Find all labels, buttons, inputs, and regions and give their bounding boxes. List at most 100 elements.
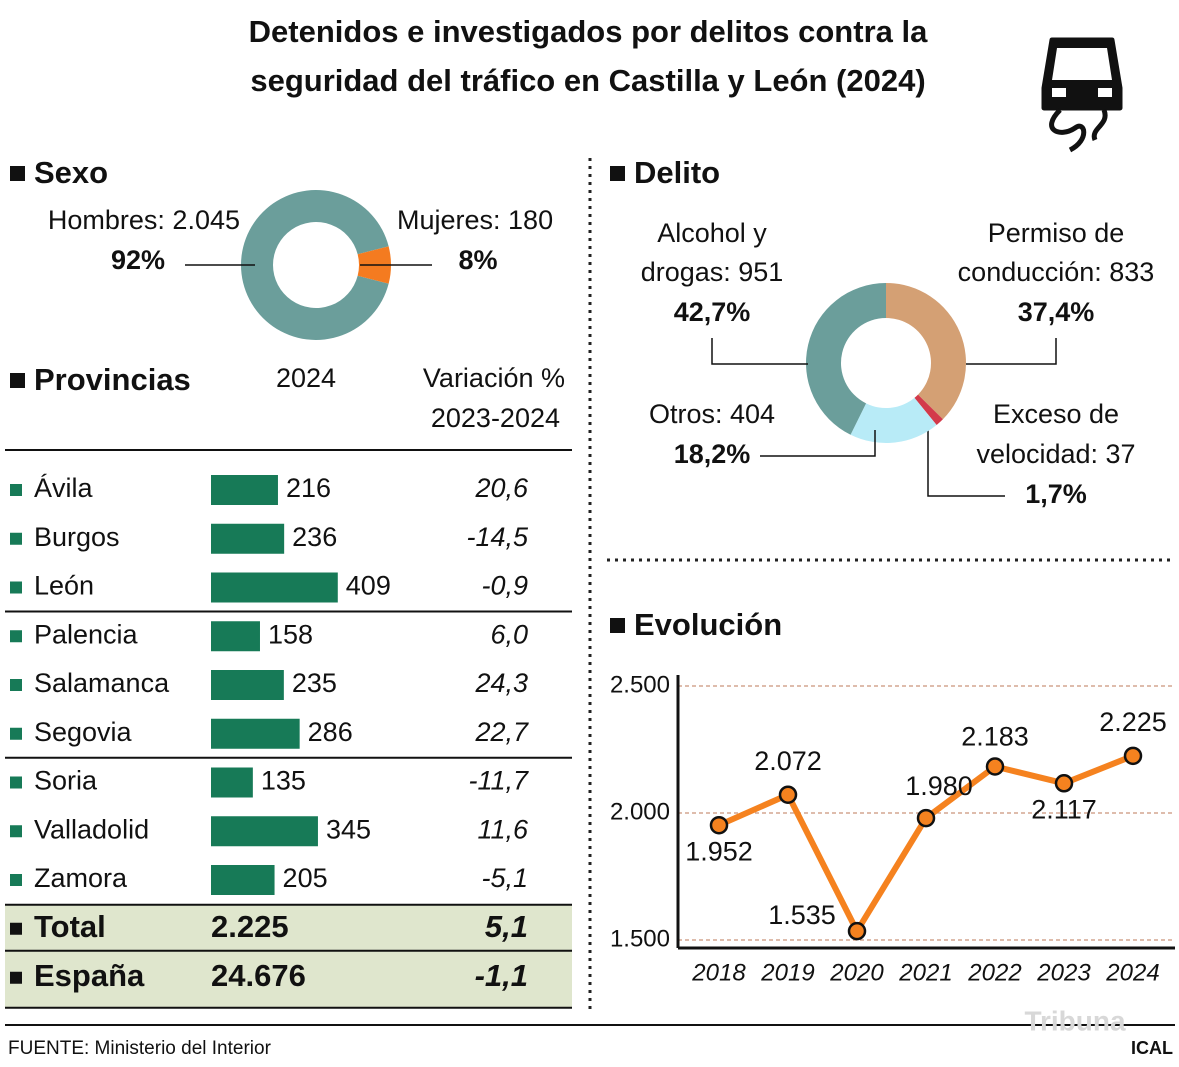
variation: 24,3: [474, 668, 528, 698]
leader-line: [760, 430, 876, 457]
slice-percent: 92%: [111, 245, 165, 275]
province-name: Segovia: [34, 717, 133, 747]
donut-slice: [914, 394, 943, 425]
bar: [211, 475, 278, 505]
bar: [211, 670, 284, 700]
totals-band: [5, 904, 572, 1008]
total-name: Total: [34, 909, 106, 944]
bar: [211, 718, 300, 749]
bar-label: 236: [292, 522, 337, 552]
slice-label: velocidad: 37: [976, 439, 1135, 469]
slice-percent: 8%: [458, 245, 497, 275]
car-icon: [1041, 37, 1123, 153]
variation: 22,7: [474, 717, 529, 747]
bullet: [10, 776, 22, 789]
total-value: 24.676: [211, 958, 306, 993]
x-tick-label: 2019: [760, 959, 814, 986]
source: FUENTE: Ministerio del Interior: [8, 1038, 272, 1059]
variation: -0,9: [481, 571, 528, 601]
total-variation: -1,1: [475, 958, 528, 993]
point: [1054, 774, 1074, 793]
x-tick-label: 2023: [1036, 959, 1091, 986]
bar: [211, 572, 338, 603]
title-line: Detenidos e investigados por delitos con…: [249, 14, 928, 49]
province-name: Soria: [34, 766, 98, 796]
x-tick-label: 2022: [967, 959, 1021, 986]
total-name: España: [34, 958, 145, 993]
data-label: 2.183: [961, 722, 1029, 752]
province-name: Salamanca: [34, 668, 170, 698]
bullet: [10, 971, 22, 984]
point: [916, 808, 936, 828]
bullet: [10, 825, 22, 838]
y-tick-label: 1.500: [610, 925, 670, 952]
data-label: 2.225: [1099, 707, 1167, 737]
column-header: Variación %: [423, 363, 565, 393]
data-label: 2.117: [1031, 794, 1097, 824]
x-tick-label: 2024: [1105, 959, 1159, 986]
bar-label: 409: [346, 571, 391, 601]
slice-percent: 37,4%: [1018, 297, 1095, 327]
x-tick-label: 2018: [691, 959, 746, 986]
bar-label: 345: [326, 814, 371, 844]
point: [778, 785, 798, 804]
donut-slice: [850, 397, 937, 443]
bullet: [10, 630, 22, 643]
point: [1123, 746, 1143, 766]
bar-label: 135: [261, 766, 306, 796]
variation: -14,5: [466, 522, 529, 552]
bar-label: 158: [268, 619, 313, 649]
province-name: Palencia: [34, 619, 139, 649]
bar: [211, 767, 253, 798]
bar: [211, 523, 285, 554]
bullet: [10, 581, 22, 594]
column-header: 2023-2024: [431, 403, 560, 433]
y-tick-label: 2.000: [610, 798, 670, 825]
data-label: 2.072: [754, 746, 822, 776]
section-title: Sexo: [34, 155, 108, 190]
point: [709, 815, 729, 835]
variation: -5,1: [481, 863, 528, 893]
bullet: [10, 727, 22, 740]
donut-slice: [241, 190, 389, 340]
x-tick-label: 2021: [898, 959, 952, 986]
bar: [211, 816, 318, 847]
slice-percent: 1,7%: [1025, 479, 1087, 509]
slice-label: Hombres: 2.045: [48, 205, 240, 235]
donut-slice: [806, 283, 886, 435]
province-name: León: [34, 571, 94, 601]
bar-label: 205: [283, 863, 328, 893]
total-variation: 5,1: [485, 909, 528, 944]
bar-label: 216: [286, 473, 331, 503]
section-title: Delito: [634, 155, 720, 190]
bullet: [10, 373, 25, 388]
province-name: Ávila: [34, 473, 94, 503]
point: [847, 921, 867, 941]
leader-line: [711, 338, 808, 365]
slice-label: Exceso de: [993, 399, 1119, 429]
section-title: Evolución: [634, 607, 782, 642]
slice-percent: 42,7%: [674, 297, 751, 327]
bullet: [10, 532, 22, 545]
data-label: 1.980: [905, 771, 973, 801]
data-label: 1.535: [768, 900, 836, 930]
bar-label: 286: [308, 717, 353, 747]
slice-percent: 18,2%: [674, 439, 751, 469]
variation: 6,0: [490, 619, 528, 649]
total-value: 2.225: [211, 909, 289, 944]
bullet: [10, 922, 22, 935]
bar: [211, 865, 275, 895]
title-line: seguridad del tráfico en Castilla y León…: [250, 63, 925, 98]
donut-slice: [886, 283, 967, 420]
slice-label: Otros: 404: [649, 399, 775, 429]
point: [985, 757, 1005, 776]
slice-label: Mujeres: 180: [397, 205, 553, 235]
bullet: [10, 166, 25, 181]
bullet: [610, 166, 625, 181]
slice-label: Alcohol y: [657, 218, 767, 248]
logo: Tribuna: [1024, 1005, 1126, 1036]
variation: 11,6: [477, 814, 529, 844]
bullet: [10, 679, 22, 691]
credit: ICAL: [1131, 1038, 1173, 1058]
